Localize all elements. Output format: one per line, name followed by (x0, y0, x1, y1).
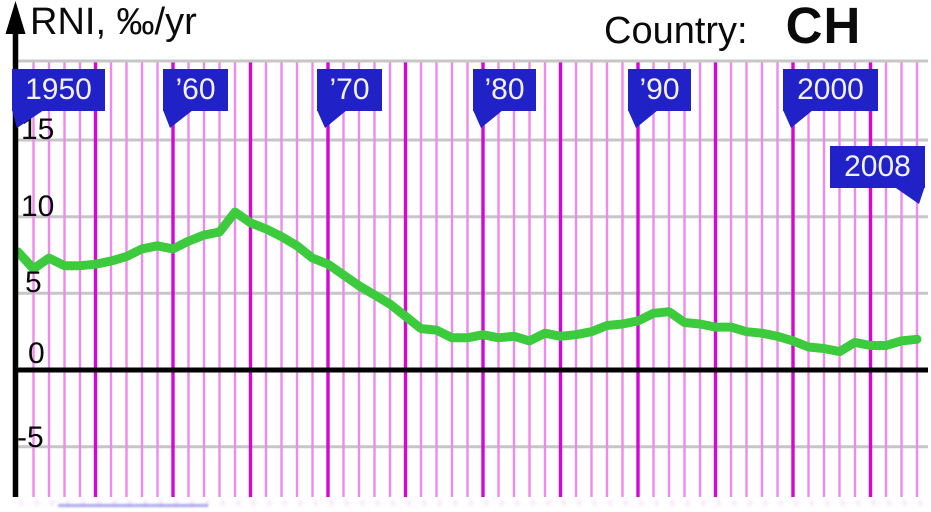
decade-badge-1960: ’60 (163, 69, 228, 111)
country-code: CH (785, 0, 862, 54)
ytick-5: 5 (25, 266, 42, 299)
country-label: Country: (604, 10, 748, 52)
bottom-crop-artifact-blue (58, 504, 208, 507)
ytick-10: 10 (21, 190, 55, 223)
decade-badge-1980: ’80 (473, 69, 536, 111)
rni-series-line (13, 207, 922, 357)
bottom-crop-artifact (20, 500, 929, 506)
ytick-15: 15 (21, 113, 55, 146)
decade-badge-2000: 2000 (783, 69, 878, 111)
decade-badge-1970: ’70 (317, 69, 382, 111)
decade-badge-1990: ’90 (628, 69, 691, 111)
decade-badge-1950: 1950 (12, 69, 105, 111)
ytick-neg5: -5 (17, 421, 44, 454)
country-row: Country: CH (604, 0, 861, 55)
y-axis-arrow-icon (5, 1, 26, 34)
ytick-0: 0 (28, 337, 45, 370)
y-axis-title: RNI, ‰/yr (30, 1, 197, 43)
decade-badge-2008: 2008 (830, 146, 925, 188)
